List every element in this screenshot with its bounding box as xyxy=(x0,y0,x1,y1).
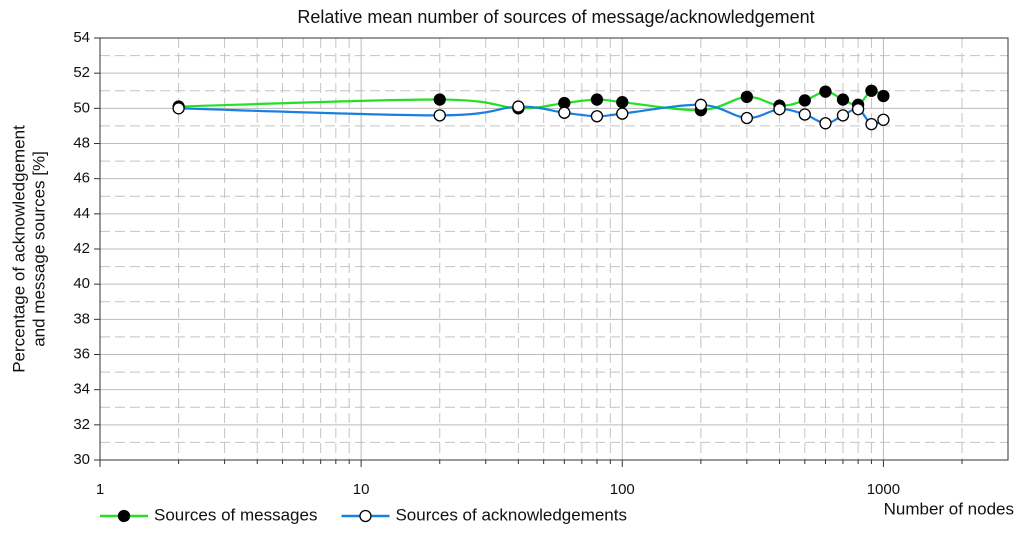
chart-title: Relative mean number of sources of messa… xyxy=(297,7,814,27)
data-point xyxy=(819,85,832,98)
y-tick-label: 42 xyxy=(73,240,90,257)
data-point xyxy=(773,103,786,116)
data-point xyxy=(433,109,446,122)
data-point xyxy=(877,113,890,126)
data-point xyxy=(798,108,811,121)
y-tick-label: 38 xyxy=(73,310,90,327)
series-line xyxy=(178,103,884,126)
x-tick-label: 10 xyxy=(353,481,370,498)
data-point xyxy=(590,110,604,123)
y-tick-label: 30 xyxy=(73,451,90,468)
data-point xyxy=(433,93,446,106)
y-axis-label-line: Percentage of acknowledgement xyxy=(9,125,28,373)
legend-marker xyxy=(359,509,372,523)
y-tick-label: 44 xyxy=(73,205,90,222)
data-point xyxy=(865,84,878,97)
data-point xyxy=(819,117,832,130)
data-point xyxy=(836,109,850,122)
data-point xyxy=(616,96,629,109)
y-tick-label: 40 xyxy=(73,275,90,292)
data-point xyxy=(616,107,629,120)
y-tick-label: 54 xyxy=(73,29,90,46)
y-tick-label: 32 xyxy=(73,416,90,433)
data-point xyxy=(877,89,890,103)
legend-marker xyxy=(117,509,131,523)
data-point xyxy=(798,94,811,107)
series-line xyxy=(178,89,884,112)
data-point xyxy=(740,90,754,104)
data-point xyxy=(172,102,185,115)
y-tick-label: 36 xyxy=(73,345,90,362)
legend-label: Sources of messages xyxy=(154,505,317,524)
y-tick-label: 48 xyxy=(73,134,90,151)
data-point xyxy=(865,118,878,131)
data-point xyxy=(836,93,850,106)
plot-frame xyxy=(99,37,1009,461)
data-point xyxy=(590,93,604,106)
legend-label: Sources of acknowledgements xyxy=(395,505,627,524)
data-point xyxy=(694,98,708,111)
y-axis-label-line: and message sources [%] xyxy=(29,151,48,347)
y-tick-label: 50 xyxy=(73,99,90,116)
x-tick-label: 1 xyxy=(96,481,104,498)
data-point xyxy=(851,103,865,116)
x-tick-label: 1000 xyxy=(867,481,900,498)
y-axis-label: Percentage of acknowledgement and messag… xyxy=(9,125,48,373)
y-tick-label: 34 xyxy=(73,381,90,398)
data-point xyxy=(558,106,571,119)
x-tick-label: 100 xyxy=(610,481,635,498)
y-tick-label: 46 xyxy=(73,170,90,187)
x-axis-label: Number of nodes xyxy=(884,499,1014,518)
data-point xyxy=(740,111,754,125)
data-point xyxy=(512,100,525,113)
y-tick-label: 52 xyxy=(73,64,90,81)
